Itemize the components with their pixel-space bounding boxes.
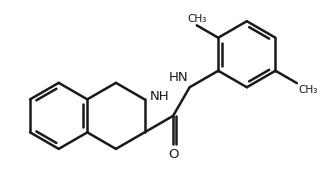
Text: CH₃: CH₃ [187,14,206,24]
Text: NH: NH [149,90,169,103]
Text: CH₃: CH₃ [299,85,318,95]
Text: O: O [168,148,178,161]
Text: HN: HN [168,71,188,84]
